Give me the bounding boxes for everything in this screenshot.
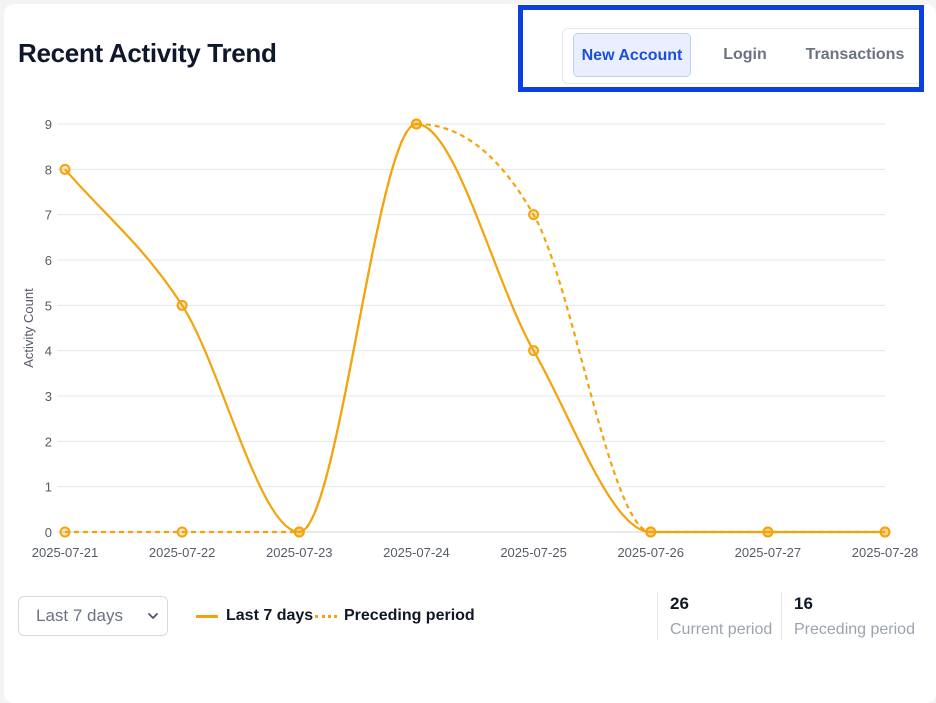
data-point	[762, 526, 774, 538]
y-axis-label: Activity Count	[21, 288, 36, 368]
data-point	[176, 299, 188, 311]
data-point	[879, 526, 891, 538]
range-select[interactable]: Last 7 days	[18, 596, 168, 636]
data-point	[293, 526, 305, 538]
legend-label-preceding-period[interactable]: Preceding period	[344, 607, 475, 624]
y-tick-label: 7	[45, 208, 52, 223]
stat-preceding-label: Preceding period	[794, 621, 915, 638]
data-point	[410, 118, 422, 130]
data-point	[528, 345, 540, 357]
legend-label-last-7-days[interactable]: Last 7 days	[226, 607, 314, 624]
chevron-down-icon	[148, 613, 158, 619]
stat-current-label: Current period	[670, 621, 773, 638]
x-tick-label: 2025-07-23	[266, 545, 333, 560]
stat-preceding-period: 16 Preceding period	[781, 592, 915, 640]
tab-login[interactable]: Login	[723, 46, 767, 63]
data-point	[59, 163, 71, 175]
x-tick-label: 2025-07-24	[383, 545, 450, 560]
series-line-last-7-days	[64, 122, 885, 534]
data-point	[176, 526, 188, 538]
y-tick-label: 1	[45, 480, 52, 495]
x-tick-label: 2025-07-28	[852, 545, 919, 560]
chart-card	[4, 4, 936, 703]
tab-highlight-frame	[518, 5, 924, 92]
range-select-value: Last 7 days	[36, 606, 123, 625]
tab-transactions[interactable]: Transactions	[805, 46, 905, 63]
x-tick-label: 2025-07-27	[735, 545, 802, 560]
series-line-preceding-period	[65, 122, 885, 534]
y-tick-label: 8	[45, 162, 52, 177]
y-tick-label: 0	[45, 525, 52, 540]
stat-current-period: 26 Current period	[657, 592, 772, 640]
y-tick-label: 4	[45, 344, 52, 359]
y-tick-label: 9	[45, 117, 52, 132]
x-tick-label: 2025-07-25	[500, 545, 567, 560]
data-point	[528, 209, 540, 221]
tab-new-account[interactable]: New Account	[573, 33, 691, 77]
y-tick-label: 3	[45, 389, 52, 404]
data-point	[645, 526, 657, 538]
y-tick-label: 6	[45, 253, 52, 268]
y-tick-label: 5	[45, 298, 52, 313]
legend-swatch-last-7-days	[196, 615, 218, 618]
x-tick-label: 2025-07-26	[617, 545, 684, 560]
data-point	[59, 526, 71, 538]
x-tick-label: 2025-07-22	[149, 545, 216, 560]
stat-current-value: 26	[670, 594, 689, 613]
y-tick-label: 2	[45, 434, 52, 449]
x-tick-label: 2025-07-21	[32, 545, 99, 560]
stat-preceding-value: 16	[794, 594, 813, 613]
legend-swatch-preceding-period	[315, 615, 337, 618]
page-title: Recent Activity Trend	[18, 38, 277, 68]
